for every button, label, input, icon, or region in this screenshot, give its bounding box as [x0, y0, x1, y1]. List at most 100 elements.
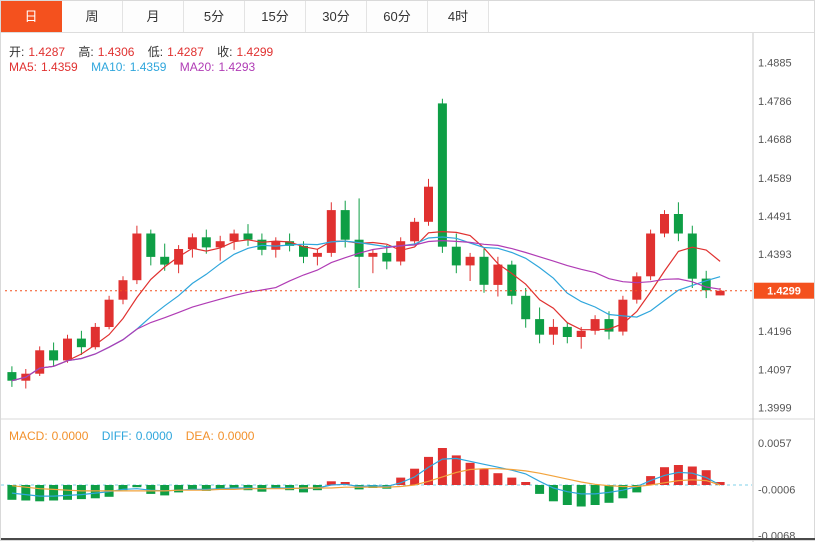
candle — [7, 372, 17, 381]
candle — [201, 237, 211, 248]
macd-bar — [632, 485, 642, 493]
macd-bar — [437, 448, 447, 485]
macd-bar — [715, 482, 725, 485]
macd-bar — [340, 482, 350, 485]
candle — [632, 276, 642, 300]
macd-bar — [548, 485, 558, 502]
candle — [160, 256, 170, 265]
macd-bar — [396, 477, 406, 485]
candle — [687, 233, 697, 279]
candle — [701, 278, 711, 291]
macd-bar — [465, 462, 475, 485]
macd-bar — [146, 485, 156, 494]
candle — [382, 252, 392, 262]
candle — [49, 350, 59, 361]
diff-line — [11, 457, 721, 497]
tab-5min[interactable]: 5分 — [184, 1, 245, 32]
candle — [479, 256, 489, 285]
candle — [562, 326, 572, 337]
candle — [451, 246, 461, 266]
candle — [507, 264, 517, 296]
candle — [604, 319, 614, 332]
macd-bar — [368, 485, 378, 488]
macd-bar — [479, 468, 489, 485]
svg-text:-0.0068: -0.0068 — [758, 530, 795, 542]
candle — [326, 210, 336, 253]
macd-bar — [215, 485, 225, 489]
tab-60min[interactable]: 60分 — [367, 1, 428, 32]
macd-bar — [535, 485, 545, 494]
candle — [535, 319, 545, 335]
candle — [396, 241, 406, 262]
svg-text:1.4786: 1.4786 — [758, 96, 792, 108]
chart-area: 1.4885 1.4786 1.4688 1.4589 1.4491 1.4393 1.42… — [1, 33, 815, 542]
candle — [146, 233, 156, 257]
macd-bar — [604, 485, 614, 503]
macd-bar — [21, 485, 31, 501]
macd-bar — [660, 467, 669, 485]
macd-bar — [90, 485, 100, 499]
candle — [229, 233, 239, 242]
ma10-line — [11, 236, 721, 382]
chart-svg[interactable]: 1.4885 1.4786 1.4688 1.4589 1.4491 1.4393 1.42… — [1, 33, 815, 542]
candle — [299, 245, 308, 257]
candle — [104, 299, 114, 327]
candle — [243, 233, 253, 240]
candle — [673, 214, 683, 234]
macd-bar — [35, 485, 45, 502]
svg-text:1.4393: 1.4393 — [758, 249, 792, 261]
price-tag — [754, 282, 814, 299]
macd-bar — [562, 485, 572, 505]
candle — [660, 214, 669, 234]
candle — [354, 239, 364, 257]
candle — [715, 290, 725, 296]
candle — [493, 264, 503, 285]
candle — [548, 326, 558, 335]
candle — [410, 221, 420, 242]
macd-bar — [521, 482, 531, 485]
svg-text:1.4196: 1.4196 — [758, 326, 792, 338]
tab-daily[interactable]: 日 — [1, 1, 62, 32]
candle — [521, 295, 531, 320]
tab-weekly[interactable]: 周 — [62, 1, 123, 32]
macd-bar — [507, 477, 517, 485]
candle — [437, 103, 447, 247]
svg-text:1.4589: 1.4589 — [758, 173, 792, 185]
macd-bar — [229, 485, 239, 488]
candle — [465, 256, 475, 266]
candle — [215, 241, 225, 248]
macd-bar — [618, 485, 628, 499]
candle — [132, 233, 142, 281]
tab-30min[interactable]: 30分 — [306, 1, 367, 32]
candle — [187, 237, 197, 249]
svg-text:1.4688: 1.4688 — [758, 134, 792, 146]
macd-bar — [63, 485, 72, 500]
svg-text:0.0057: 0.0057 — [758, 438, 792, 450]
ma5-line — [11, 230, 721, 382]
tab-monthly[interactable]: 月 — [123, 1, 184, 32]
svg-text:-0.0006: -0.0006 — [758, 484, 795, 496]
macd-bar — [590, 485, 600, 505]
macd-bar — [76, 485, 86, 500]
period-tabbar: 日 周 月 5分 15分 30分 60分 4时 — [1, 1, 814, 33]
tab-4hour[interactable]: 4时 — [428, 1, 489, 32]
macd-bar — [326, 481, 336, 485]
macd-bar — [187, 485, 197, 490]
macd-bar — [493, 473, 503, 485]
candle — [90, 326, 100, 348]
price-tag-text: 1.4299 — [767, 286, 801, 298]
svg-text:1.4097: 1.4097 — [758, 364, 792, 376]
ma20-line — [11, 239, 721, 382]
svg-text:1.3999: 1.3999 — [758, 403, 792, 415]
candle — [424, 186, 433, 222]
macd-bar — [160, 485, 170, 496]
candle — [76, 338, 86, 348]
candle — [118, 280, 128, 300]
candle — [340, 210, 350, 240]
dea-line — [11, 468, 721, 492]
macd-bar — [271, 485, 281, 489]
macd-bar — [118, 485, 128, 491]
tab-15min[interactable]: 15分 — [245, 1, 306, 32]
macd-bar — [49, 485, 59, 501]
